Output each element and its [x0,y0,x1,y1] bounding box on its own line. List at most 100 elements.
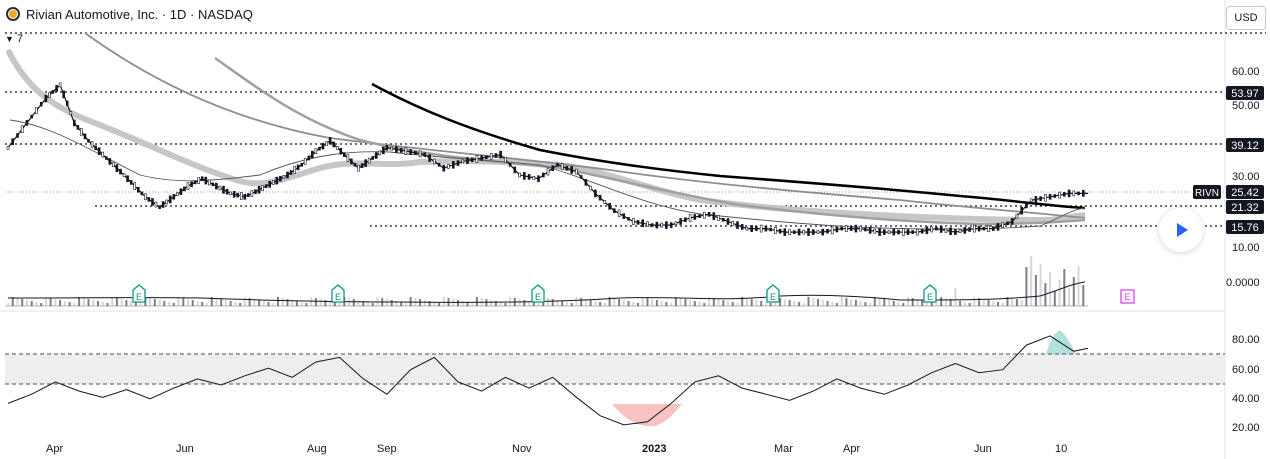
volume-bar [613,298,616,306]
volume-bar [561,301,564,306]
candle [612,208,616,213]
candle [30,114,34,119]
volume-bar [1030,256,1033,306]
candle [816,230,820,234]
candle [769,227,772,232]
time-label: Mar [774,443,793,455]
candle [97,147,101,155]
candle [112,162,115,168]
candle [944,228,948,233]
volume-bar [163,301,166,306]
candle [901,228,905,236]
earnings-marker-3[interactable]: E [531,284,545,303]
candle [608,203,611,210]
level-label: 39.12 [1231,140,1259,152]
volume-bar [537,303,540,306]
play-button[interactable] [1159,208,1203,252]
candle [556,163,559,167]
indicators-toggle[interactable]: ▼ 7 [5,33,23,45]
volume-bar [788,300,791,306]
candle [87,139,90,143]
volume-bar [523,300,526,306]
candle [360,163,364,168]
volume-bar [973,297,976,306]
svg-text:E: E [927,292,933,302]
candle [1006,221,1009,226]
candle [688,214,692,222]
candle [126,175,129,182]
candle [35,107,38,114]
candle [115,164,119,172]
volume-bar [295,301,298,306]
volume-bar [338,303,341,306]
candle [565,165,569,171]
volume-bar [603,303,606,306]
candle [579,175,583,179]
volume-bar [1072,277,1075,306]
volume-bar [888,300,891,306]
candle [845,225,848,232]
volume-bar [40,303,43,306]
earnings-marker-4[interactable]: E [766,284,780,303]
volume-bar [826,301,829,306]
candle [73,119,76,127]
symbol-title[interactable]: Rivian Automotive, Inc. · 1D · NASDAQ [26,6,253,22]
currency-button[interactable]: USD [1226,6,1266,30]
volume-bar [632,302,635,306]
candle [261,185,264,191]
volume-bar [1011,298,1014,306]
rsi-oversold-fill [612,404,682,427]
rsi-band [5,354,1225,384]
volume-bar [859,301,862,306]
earnings-marker-2[interactable]: E [331,284,345,303]
volume-bar [367,302,369,306]
volume-bar [262,301,265,306]
candle [371,156,375,160]
candle [570,166,574,174]
candle [39,101,43,107]
candle [48,92,51,98]
volume-bar [869,303,872,306]
candle [873,228,877,234]
candle [58,82,62,88]
candle [972,224,976,233]
earnings-marker-upcoming[interactable]: E [1120,289,1135,304]
volume-bar [21,299,24,306]
candle [911,230,915,234]
volume-bar [987,300,990,306]
price-series [7,83,1088,233]
volume-ma [7,281,1086,303]
volume-bar [134,302,137,306]
candle [328,137,332,145]
volume-bar [873,297,876,306]
earnings-marker-5[interactable]: E [923,284,937,303]
level-label: 15.76 [1231,222,1259,234]
candle [296,164,300,171]
volume-bar [44,297,47,306]
candle [617,209,621,218]
candle [25,120,29,126]
volume-bar [584,299,587,306]
candle [679,218,682,225]
volume-bar [220,299,223,306]
candle [594,189,597,198]
volume-bar [599,302,602,306]
volume-bar [210,297,213,306]
candle [1044,193,1047,202]
candle [669,222,673,228]
candle [717,215,720,221]
candle [390,146,394,151]
candle [303,158,307,165]
volume-bar [30,301,33,306]
earnings-marker-1[interactable]: E [132,284,146,303]
volume-bar [404,303,407,306]
volume-bar [149,298,152,306]
volume-bar [712,298,715,306]
candle [147,197,151,202]
volume-bar [63,301,66,306]
candle [882,229,886,235]
candle [168,195,172,204]
candle [674,221,678,226]
candle [584,179,588,186]
